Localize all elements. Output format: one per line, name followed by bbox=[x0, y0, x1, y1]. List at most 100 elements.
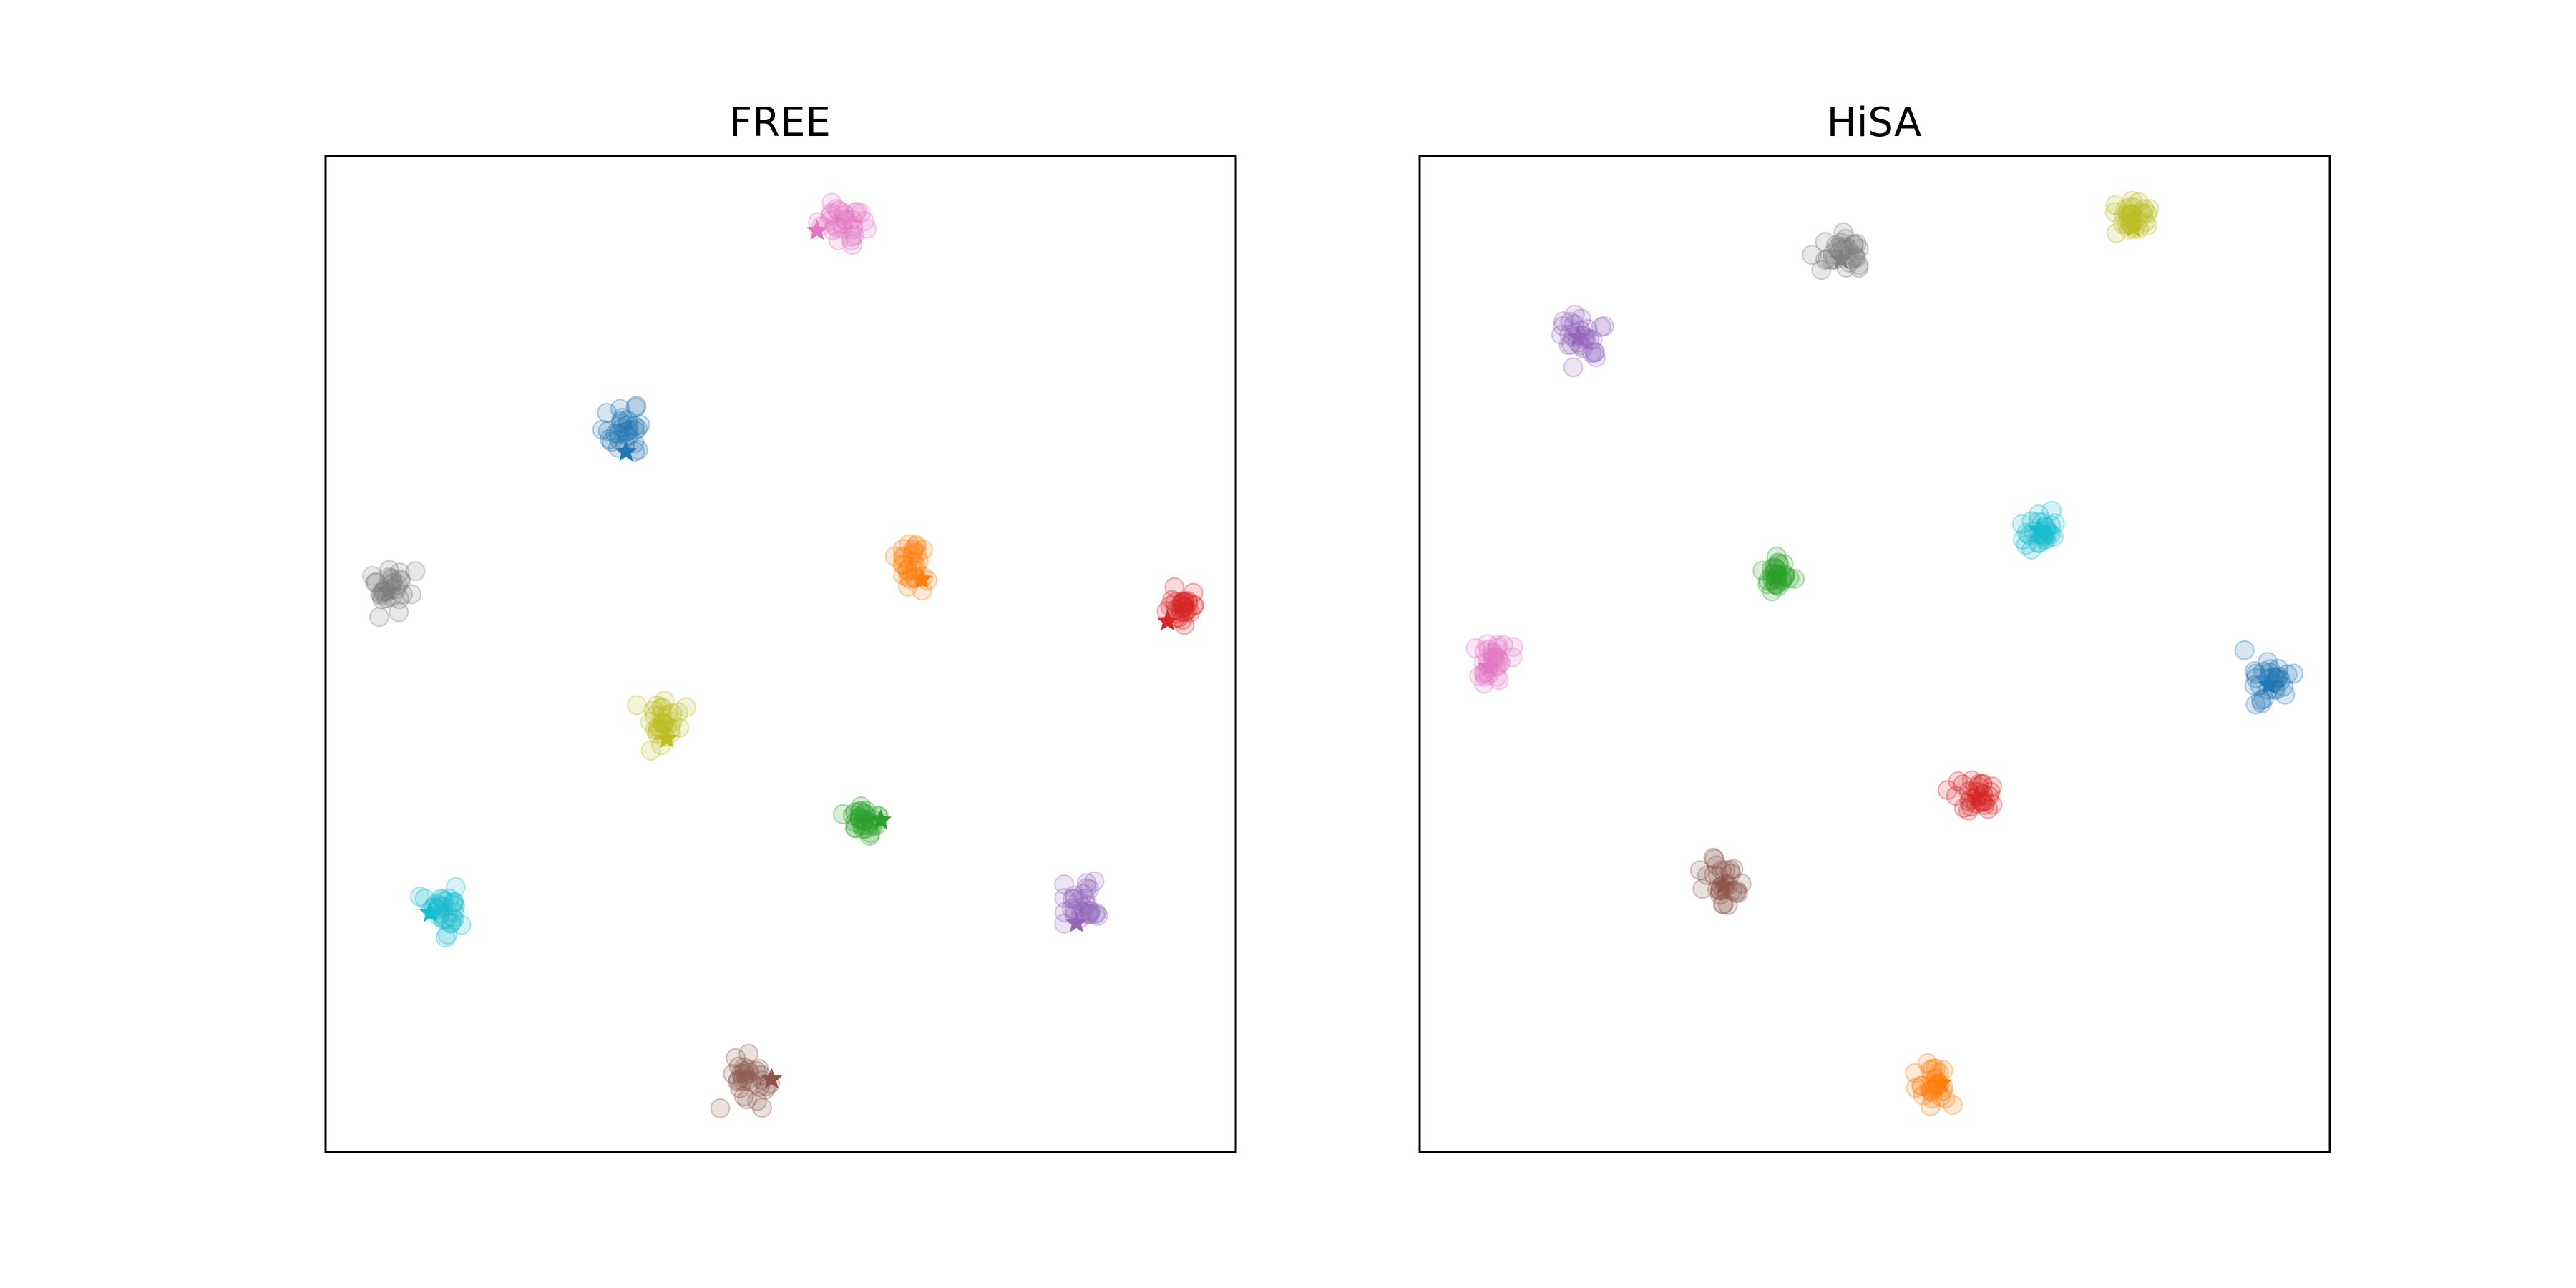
scatter-point bbox=[738, 1060, 758, 1080]
scatter-point bbox=[850, 203, 871, 223]
prototype-star bbox=[376, 580, 399, 601]
scatter-point bbox=[842, 805, 863, 826]
scatter-point bbox=[1174, 615, 1195, 635]
scatter-point bbox=[2117, 203, 2138, 224]
prototype-star bbox=[1830, 248, 1853, 269]
scatter-point bbox=[893, 547, 914, 568]
scatter-point bbox=[617, 421, 637, 442]
scatter-point bbox=[899, 534, 919, 555]
scatter-point bbox=[1848, 258, 1869, 278]
prototype-star bbox=[419, 901, 441, 922]
scatter-point bbox=[1493, 635, 1514, 655]
panel-free: FREE bbox=[324, 99, 1237, 1153]
prototype-star bbox=[1966, 786, 1988, 807]
scatter-point bbox=[831, 214, 852, 234]
scatter-point bbox=[626, 695, 647, 716]
scatter-point bbox=[1833, 222, 1854, 243]
scatter-point bbox=[849, 809, 870, 830]
scatter-point bbox=[903, 539, 924, 560]
scatter-point bbox=[1843, 235, 1864, 255]
cluster-0 bbox=[2234, 640, 2304, 715]
scatter-point bbox=[362, 565, 383, 586]
scatter-point bbox=[389, 562, 410, 583]
scatter-point bbox=[907, 542, 927, 563]
scatter-point bbox=[854, 815, 875, 836]
scatter-point bbox=[597, 403, 618, 423]
scatter-point bbox=[1815, 232, 1835, 253]
cluster-6 bbox=[1465, 634, 1523, 694]
prototype-star bbox=[806, 219, 829, 240]
scatter-point bbox=[1078, 904, 1098, 924]
scatter-point bbox=[855, 805, 876, 825]
scatter-point bbox=[1080, 901, 1101, 922]
prototype-star bbox=[1065, 911, 1088, 932]
scatter-point bbox=[1080, 903, 1100, 924]
prototype-star bbox=[869, 809, 892, 830]
scatter-point bbox=[1717, 894, 1738, 915]
scatter-point bbox=[1917, 1053, 1938, 1073]
cluster-5 bbox=[1689, 847, 1752, 915]
cluster-9 bbox=[2011, 500, 2065, 560]
scatter-point bbox=[443, 892, 464, 912]
scatter-point bbox=[2119, 197, 2140, 218]
scatter-point bbox=[1563, 357, 1584, 378]
scatter-point bbox=[821, 203, 841, 223]
scatter-point bbox=[1076, 873, 1097, 894]
scatter-point bbox=[2245, 694, 2266, 715]
scatter-point bbox=[625, 420, 645, 441]
scatter-point bbox=[1586, 347, 1606, 368]
scatter-point bbox=[841, 227, 862, 247]
scatter-point bbox=[733, 1086, 754, 1107]
scatter-point bbox=[731, 1063, 751, 1083]
scatter-point bbox=[1911, 1075, 1932, 1096]
scatter-point bbox=[1591, 317, 1611, 338]
scatter-point bbox=[1697, 865, 1717, 886]
cluster-2 bbox=[833, 796, 892, 846]
scatter-point bbox=[1474, 641, 1495, 662]
scatter-point bbox=[612, 407, 633, 428]
scatter-point bbox=[651, 698, 672, 718]
scatter-point bbox=[1921, 1096, 1941, 1116]
scatter-point bbox=[2258, 652, 2278, 673]
prototype-star bbox=[2027, 518, 2050, 539]
scatter-point bbox=[1173, 592, 1194, 613]
scatter-point bbox=[2012, 530, 2033, 550]
prototype-star bbox=[1930, 1072, 1953, 1093]
scatter-point bbox=[1953, 774, 1974, 795]
scatter-point bbox=[644, 706, 665, 726]
scatter-point bbox=[389, 569, 410, 590]
cluster-3 bbox=[1937, 770, 2003, 821]
scatter-point bbox=[1502, 647, 1523, 668]
scatter-point bbox=[1184, 595, 1205, 615]
scatter-point bbox=[1073, 884, 1093, 904]
scatter-point bbox=[739, 1063, 760, 1083]
scatter-point bbox=[749, 1076, 770, 1097]
cluster-4 bbox=[1054, 871, 1108, 934]
scatter-point bbox=[643, 700, 664, 721]
scatter-point bbox=[834, 205, 855, 225]
scatter-point bbox=[893, 555, 914, 575]
prototype-star bbox=[615, 440, 637, 462]
scatter-point bbox=[900, 557, 921, 577]
prototype-star bbox=[761, 1068, 783, 1089]
scatter-point bbox=[1064, 889, 1085, 909]
scatter-point bbox=[444, 902, 465, 922]
scatter-point bbox=[1079, 904, 1100, 924]
scatter-point bbox=[841, 230, 862, 250]
scatter-point bbox=[389, 602, 409, 623]
scatter-point bbox=[1961, 770, 1982, 791]
scatter-point bbox=[602, 431, 622, 452]
scatter-point bbox=[735, 1064, 756, 1085]
scatter-point bbox=[906, 536, 926, 557]
cluster-6 bbox=[806, 192, 877, 255]
scatter-point bbox=[1905, 1063, 1925, 1083]
scatter-point bbox=[441, 912, 462, 933]
scatter-point bbox=[1174, 596, 1194, 617]
scatter-point bbox=[610, 411, 631, 431]
scatter-point bbox=[821, 192, 842, 213]
scatter-point bbox=[2245, 663, 2266, 684]
scatter-point bbox=[1846, 233, 1867, 254]
scatter-point bbox=[2041, 500, 2062, 521]
scatter-point bbox=[843, 215, 864, 236]
cluster-2 bbox=[1752, 546, 1805, 602]
